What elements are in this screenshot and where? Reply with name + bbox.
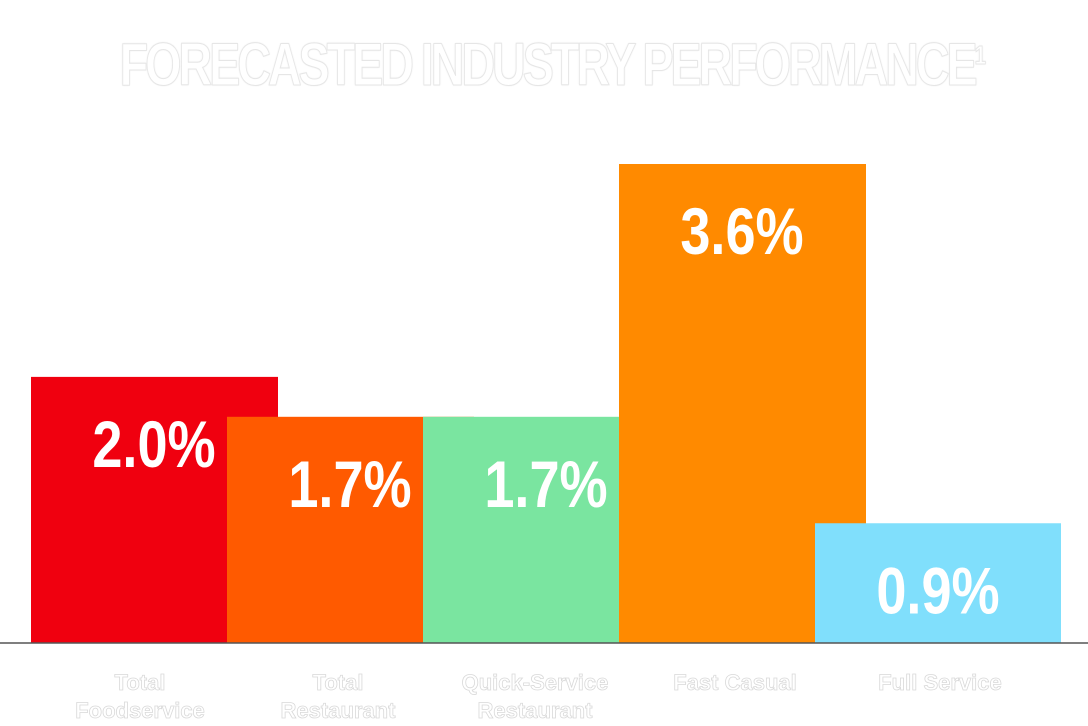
- data-labels-group: 2.0% 1.7% 1.7% 3.6% 0.9%: [92, 194, 999, 628]
- data-label-5: 0.9%: [876, 553, 999, 627]
- category-label-line: Total: [313, 670, 364, 695]
- bar-5: [815, 523, 1061, 643]
- category-label-line: Foodservice: [75, 698, 205, 723]
- chart-title-text: FORECASTED INDUSTRY PERFORMANCE: [119, 31, 978, 99]
- category-label-2: Total Restaurant: [281, 670, 397, 723]
- category-label-line: Restaurant: [478, 698, 594, 723]
- chart-title: FORECASTED INDUSTRY PERFORMANCE1: [119, 30, 986, 99]
- category-label-1: Total Foodservice: [75, 670, 205, 723]
- data-label-1: 2.0%: [92, 407, 215, 481]
- data-label-4: 3.6%: [680, 194, 803, 268]
- category-label-4: Fast Casual: [673, 670, 797, 695]
- category-label-line: Total: [115, 670, 166, 695]
- data-label-3: 1.7%: [484, 447, 607, 521]
- category-label-line: Fast Casual: [673, 670, 797, 695]
- category-label-5: Full Service: [878, 670, 1002, 695]
- category-label-line: Restaurant: [281, 698, 397, 723]
- data-label-2: 1.7%: [288, 447, 411, 521]
- category-label-3: Quick-Service Restaurant: [462, 670, 609, 723]
- category-label-line: Full Service: [878, 670, 1002, 695]
- category-label-line: Quick-Service: [462, 670, 609, 695]
- bars-group: [31, 164, 1061, 643]
